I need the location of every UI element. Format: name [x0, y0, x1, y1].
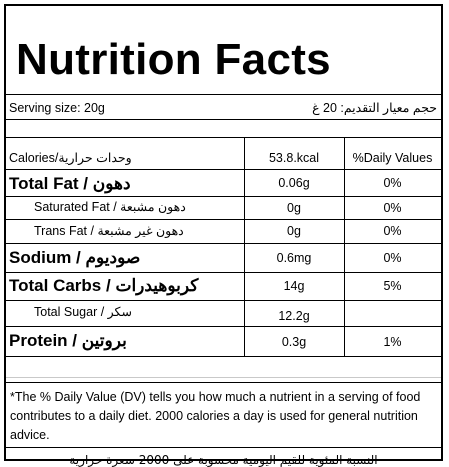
daily-values-header: %Daily Values: [352, 151, 433, 165]
protein-dv: 1%: [383, 335, 402, 349]
sodium-label: Sodium / صوديوم: [9, 248, 141, 267]
divider: [6, 243, 441, 244]
total-carbs-amount: 14g: [283, 279, 305, 293]
serving-size-en: Serving size: 20g: [9, 101, 105, 115]
divider: [6, 196, 441, 197]
calories-value: 53.8.kcal: [268, 151, 320, 165]
sodium-amount: 0.6mg: [276, 251, 312, 265]
divider: [6, 326, 441, 327]
divider: [6, 119, 441, 120]
nutrition-label: Nutrition Facts Serving size: 20g حجم مع…: [4, 4, 443, 466]
divider: [6, 300, 441, 301]
trans-fat-amount: 0g: [287, 224, 301, 238]
footnote-arabic: النسبة المئوية للقيم اليومية محسوبة على …: [69, 453, 378, 467]
calories-label: Calories/وحدات حرارية: [9, 151, 132, 165]
total-fat-label: Total Fat / دهون: [9, 174, 131, 193]
sodium-dv: 0%: [383, 251, 402, 265]
divider: [6, 382, 441, 383]
total-carbs-label: Total Carbs / كربوهيدرات: [9, 276, 199, 295]
divider: [6, 377, 441, 378]
total-sugar-label: Total Sugar / سكر: [34, 305, 132, 319]
saturated-fat-dv: 0%: [383, 201, 402, 215]
serving-size-ar: حجم معيار التقديم: 20 غ: [312, 101, 437, 115]
divider: [6, 169, 441, 170]
trans-fat-label: Trans Fat / دهون غير مشبعة: [34, 224, 184, 238]
label-title: Nutrition Facts: [16, 35, 331, 84]
divider: [6, 219, 441, 220]
protein-label: Protein / بروتين: [9, 331, 127, 350]
divider: [6, 137, 441, 138]
saturated-fat-label: Saturated Fat / دهون مشبعة: [34, 200, 186, 214]
footnote: *The % Daily Value (DV) tells you how mu…: [10, 390, 421, 442]
divider: [6, 447, 441, 448]
divider: [6, 272, 441, 273]
divider: [6, 94, 441, 95]
column-divider: [344, 137, 345, 356]
divider: [6, 356, 441, 357]
saturated-fat-amount: 0g: [287, 201, 301, 215]
total-sugar-amount: 12.2g: [278, 309, 310, 323]
column-divider: [244, 137, 245, 356]
total-fat-dv: 0%: [383, 176, 402, 190]
total-fat-amount: 0.06g: [278, 176, 310, 190]
total-carbs-dv: 5%: [383, 279, 402, 293]
protein-amount: 0.3g: [281, 335, 307, 349]
trans-fat-dv: 0%: [383, 224, 402, 238]
